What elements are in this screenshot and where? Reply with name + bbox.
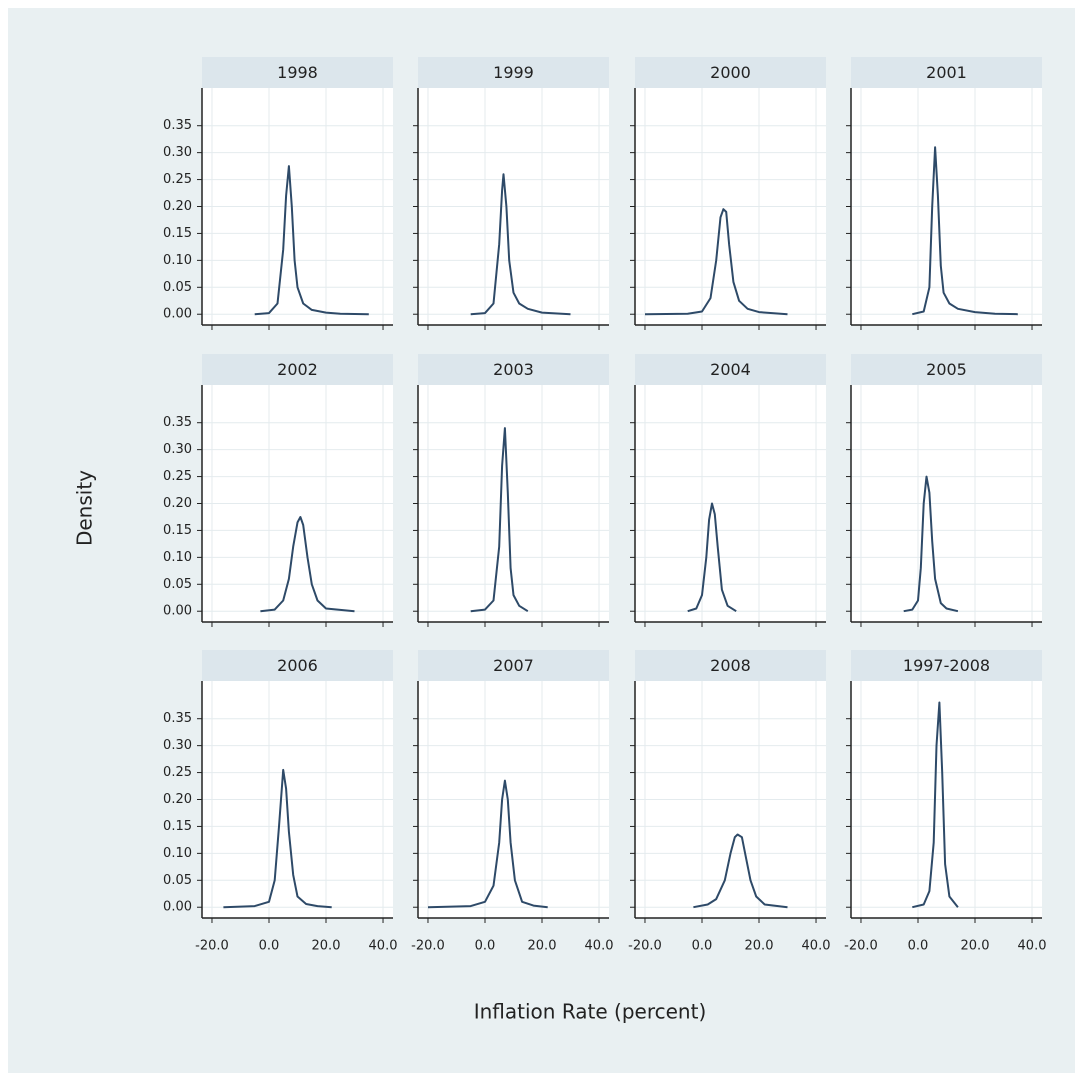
y-tick-label: 0.15 (163, 523, 192, 538)
panel-title: 2003 (493, 360, 534, 379)
strip (851, 57, 1042, 88)
density-line (223, 768, 332, 909)
y-axis-title: Density (73, 470, 97, 546)
density-line (693, 833, 788, 909)
y-tick-label: 0.30 (163, 738, 192, 753)
strip (418, 354, 609, 385)
panel-title: 1999 (493, 63, 534, 82)
strip (418, 57, 609, 88)
y-tick-label: 0.10 (163, 550, 192, 565)
density-line (470, 427, 529, 613)
strip (851, 354, 1042, 385)
x-axis-title: Inflation Rate (percent) (474, 1000, 707, 1024)
density-line (912, 701, 959, 909)
density-line (903, 475, 959, 613)
x-tick-label: 0.0 (475, 939, 496, 954)
x-tick-label: -20.0 (411, 939, 445, 954)
x-tick-label: 40.0 (369, 939, 398, 954)
y-tick-label: 0.15 (163, 819, 192, 834)
panel-title: 2004 (710, 360, 751, 379)
y-tick-label: 0.20 (163, 496, 192, 511)
strip (851, 650, 1042, 681)
strip (202, 650, 393, 681)
y-tick-label: 0.35 (163, 118, 192, 133)
panel-title: 2000 (710, 63, 751, 82)
panel-title: 2001 (926, 63, 967, 82)
x-tick-label: 20.0 (961, 939, 990, 954)
x-tick-label: 0.0 (259, 939, 280, 954)
density-line (687, 502, 737, 613)
x-tick-label: 20.0 (745, 939, 774, 954)
y-tick-label: 0.25 (163, 469, 192, 484)
x-tick-label: 40.0 (1018, 939, 1047, 954)
density-line (912, 146, 1018, 316)
strip (635, 650, 826, 681)
y-tick-label: 0.20 (163, 792, 192, 807)
strip (418, 650, 609, 681)
y-tick-label: 0.00 (163, 604, 192, 619)
panel-title: 2008 (710, 656, 751, 675)
x-tick-label: 20.0 (312, 939, 341, 954)
y-tick-label: 0.20 (163, 199, 192, 214)
panel-title: 2002 (277, 360, 318, 379)
x-tick-label: -20.0 (844, 939, 878, 954)
y-tick-label: 0.35 (163, 711, 192, 726)
density-line (254, 165, 369, 316)
y-tick-label: 0.10 (163, 846, 192, 861)
y-tick-label: 0.10 (163, 253, 192, 268)
strip (202, 354, 393, 385)
panel-title: 1998 (277, 63, 318, 82)
panel-title: 2006 (277, 656, 318, 675)
y-tick-label: 0.30 (163, 145, 192, 160)
panel-title: 2005 (926, 360, 967, 379)
y-tick-label: 0.25 (163, 765, 192, 780)
density-line (427, 779, 548, 909)
x-tick-label: 0.0 (908, 939, 929, 954)
y-tick-label: 0.05 (163, 873, 192, 888)
x-tick-label: 20.0 (528, 939, 557, 954)
strip (635, 354, 826, 385)
x-tick-label: -20.0 (195, 939, 229, 954)
y-tick-label: 0.05 (163, 577, 192, 592)
strip (202, 57, 393, 88)
x-tick-label: 40.0 (802, 939, 831, 954)
density-line (260, 516, 355, 613)
density-line (644, 208, 788, 316)
y-tick-label: 0.30 (163, 442, 192, 457)
x-tick-label: -20.0 (628, 939, 662, 954)
x-tick-label: 40.0 (585, 939, 614, 954)
y-tick-label: 0.35 (163, 415, 192, 430)
panel-title: 1997-2008 (903, 656, 990, 675)
y-tick-label: 0.00 (163, 900, 192, 915)
y-tick-label: 0.15 (163, 226, 192, 241)
y-tick-label: 0.05 (163, 280, 192, 295)
y-tick-label: 0.00 (163, 307, 192, 322)
x-tick-label: 0.0 (692, 939, 713, 954)
y-tick-label: 0.25 (163, 172, 192, 187)
density-line (470, 173, 571, 316)
panel-title: 2007 (493, 656, 534, 675)
strip (635, 57, 826, 88)
